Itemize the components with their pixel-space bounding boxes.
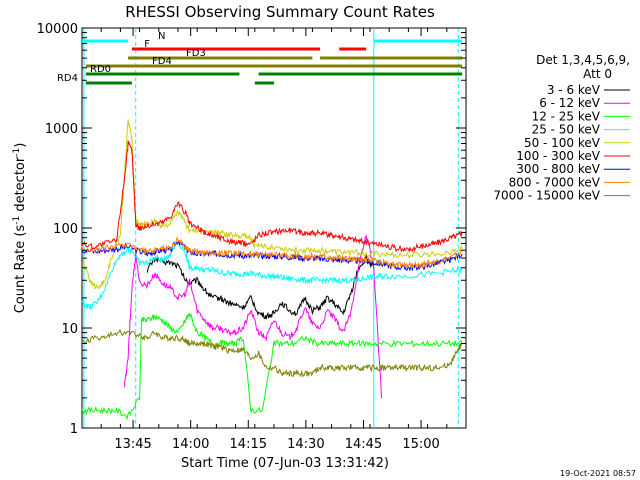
series-line-6-12-kev [123,234,382,398]
series-line-12-25-kev [81,312,463,421]
series-line-3-6-kev [146,253,375,320]
y-axis-label-end: ) [13,143,28,148]
legend-label-100-300-kev: 100 - 300 keV [516,149,600,163]
flag-label-rd0: RD0 [90,64,111,75]
legend-label-25-50-kev: 25 - 50 keV [532,123,601,137]
x-tick-label-14-15: 14:15 [230,437,267,452]
y-tick-label-10000: 10000 [37,22,78,37]
flag-label-f: F [144,39,150,50]
series-line-50-100-kev [81,119,463,290]
y-tick-label-1: 1 [70,422,78,437]
legend-label-800-7000-kev: 800 - 7000 keV [509,175,601,189]
x-tick-label-15-00: 15:00 [402,437,439,452]
y-axis-label-mid: detector [13,156,28,216]
series-line-25-50-kev [81,241,463,311]
flag-label-fd4: FD4 [152,56,172,67]
x-axis-label: Start Time (07-Jun-03 13:31:42) [181,456,389,471]
footer-timestamp: 19-Oct-2021 08:57 [560,469,636,478]
y-tick-label-1000: 1000 [45,122,78,137]
flag-label-fd3: FD3 [186,48,206,59]
series-line-800-7000-kev [81,235,463,271]
x-axis-ticks: 13:45 14:00 14:15 14:30 14:45 15:00 [81,28,467,452]
series-line-7000-15000-kev [81,328,463,378]
series-lines [81,119,463,421]
x-tick-label-14-30: 14:30 [287,437,324,452]
y-tick-label-10: 10 [61,322,78,337]
legend-label-300-800-kev: 300 - 800 keV [516,162,600,176]
plot-area: NF FD3 FD4 RD0 RD4 13:45 14:00 14:15 14:30 14:45… [37,22,467,452]
y-axis-label-main: Count Rate (s [13,225,28,314]
legend-label-3-6-kev: 3 - 6 keV [547,83,601,97]
flag-bars: NF FD3 FD4 RD0 RD4 [57,31,463,85]
flag-label-n: N [158,31,165,42]
y-axis-label-sup1: -1 [12,216,22,225]
y-axis-label: Count Rate (s-1 detector-1) [12,143,28,314]
chart-title: RHESSI Observing Summary Count Rates [125,3,435,21]
x-tick-label-13-45: 13:45 [114,437,151,452]
flag-label-rd4: RD4 [57,73,78,84]
y-axis-label-sup2: -1 [12,148,22,157]
legend-label-7000-15000-kev: 7000 - 15000 keV [493,189,600,203]
legend-label-50-100-kev: 50 - 100 keV [524,136,601,150]
legend-label-6-12-kev: 6 - 12 keV [539,96,601,110]
y-axis-ticks: 1 10 100 1000 10000 [37,22,466,437]
x-tick-label-14-00: 14:00 [172,437,209,452]
legend-header-2: Att 0 [583,67,612,81]
series-line-100-300-kev [81,140,463,253]
x-tick-label-14-45: 14:45 [345,437,382,452]
legend-header-1: Det 1,3,4,5,6,9, [536,53,630,67]
legend-label-12-25-kev: 12 - 25 keV [532,109,601,123]
y-tick-label-100: 100 [53,222,78,237]
